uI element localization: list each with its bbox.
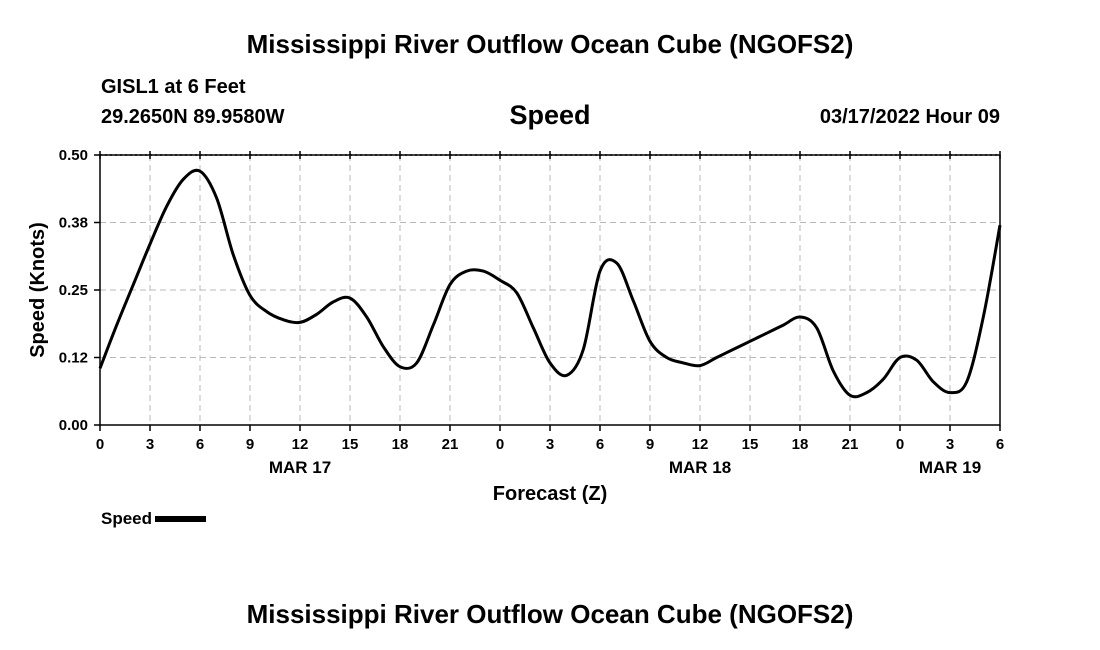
x-tick-label: 9 [646, 436, 654, 453]
date-label: MAR 18 [669, 458, 731, 477]
x-tick-label: 12 [292, 436, 309, 453]
x-axis-title: Forecast (Z) [493, 483, 607, 505]
x-tick-label: 21 [442, 436, 459, 453]
legend-swatch [155, 515, 207, 522]
x-tick-label: 15 [342, 436, 359, 453]
series-line-speed [98, 168, 1002, 399]
y-tick-label: 0.50 [59, 147, 88, 164]
label-layer: 0 3 6 9 12 15 18 21 0 3 6 9 12 15 18 21 0 3 6 0.00 0.12 0.25 0… [59, 147, 1004, 477]
y-tick-label: 0.25 [59, 282, 88, 299]
x-tick-label: 18 [792, 436, 809, 453]
date-label: MAR 19 [919, 458, 981, 477]
station-label: GISL1 at 6 Feet [101, 76, 246, 98]
x-tick-label: 15 [742, 436, 759, 453]
y-tick-label: 0.12 [59, 350, 88, 367]
x-tick-label: 0 [896, 436, 904, 453]
x-tick-label: 21 [842, 436, 859, 453]
tick-layer [94, 151, 1001, 431]
x-tick-label: 3 [146, 436, 154, 453]
x-tick-label: 0 [496, 436, 504, 453]
second-chart-title: Mississippi River Outflow Ocean Cube (NG… [246, 599, 854, 629]
chart-main-title: Mississippi River Outflow Ocean Cube (NG… [246, 29, 854, 59]
x-tick-label: 6 [596, 436, 604, 453]
y-tick-label: 0.00 [59, 417, 88, 434]
y-tick-label: 0.38 [59, 215, 88, 232]
legend: Speed [101, 509, 207, 529]
x-tick-label: 18 [392, 436, 409, 453]
x-tick-label: 12 [692, 436, 709, 453]
date-label: MAR 17 [269, 458, 331, 477]
chart-title: Speed [509, 100, 591, 130]
grid-layer [99, 154, 1001, 426]
x-tick-label: 6 [196, 436, 204, 453]
legend-label: Speed [101, 509, 153, 528]
x-tick-label: 3 [946, 436, 954, 453]
x-tick-label: 3 [546, 436, 554, 453]
x-tick-label: 9 [246, 436, 254, 453]
forecast-datetime: 03/17/2022 Hour 09 [819, 106, 1000, 128]
station-coordinates: 29.2650N 89.9580W [101, 106, 285, 128]
x-tick-label: 6 [996, 436, 1004, 453]
x-tick-label: 0 [96, 436, 104, 453]
series-layer [98, 168, 1002, 399]
y-axis-title: Speed (Knots) [27, 222, 49, 358]
